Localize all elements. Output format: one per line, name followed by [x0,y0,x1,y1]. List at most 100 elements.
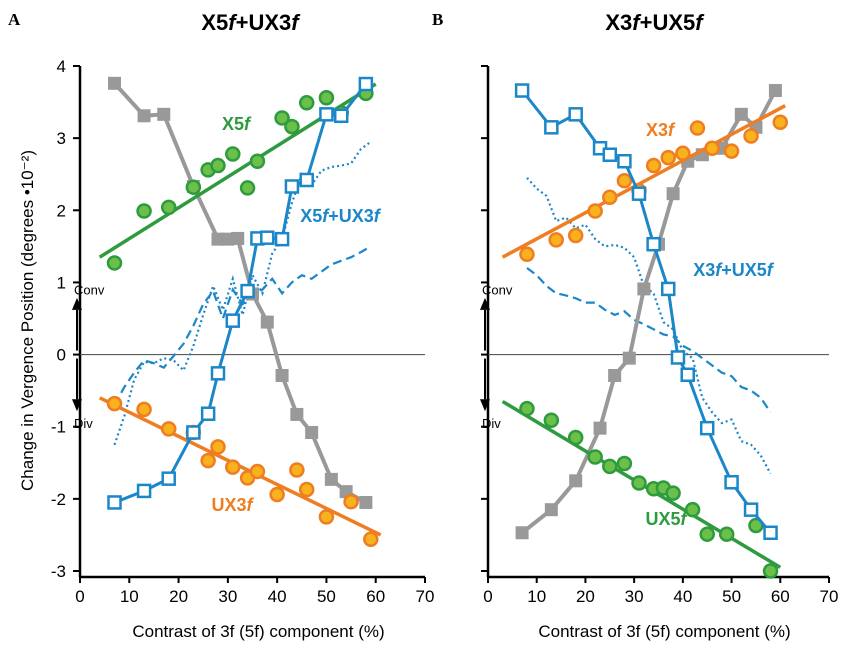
x-tick-label: 10 [120,587,139,606]
data-point [548,232,564,248]
data-point [269,486,285,503]
data-point [743,502,759,517]
data-point [343,493,359,510]
data-point [161,471,176,486]
data-point [543,412,560,428]
x-tick-label: 10 [527,587,546,606]
data-point [108,76,121,90]
x-tick-label: 30 [625,587,644,606]
data-point [660,149,676,166]
data-point [544,503,558,517]
data-point [319,107,334,122]
data-point [260,315,274,329]
x-tick-label: 20 [576,587,595,606]
data-point [157,107,171,121]
data-point [274,231,290,247]
data-point [225,313,241,328]
data-point [689,120,706,136]
data-point [631,475,647,491]
data-point [514,83,530,98]
data-point [289,462,305,478]
data-point [106,395,123,412]
data-point [186,425,201,440]
data-point [646,236,661,252]
data-point [240,283,255,299]
data-point [211,232,225,246]
series-dashed-trace [113,245,372,406]
series-line [113,83,368,504]
dotted-line [526,177,772,475]
data-point [699,526,715,542]
data-point [567,429,584,446]
y-tick-label: 3 [57,129,66,148]
data-point [106,255,123,271]
data-point [260,230,275,245]
data-point [724,475,739,490]
data-point [519,400,535,417]
data-point [333,108,349,124]
series-label: X3f+UX5f [693,260,775,280]
x-tick-label: 0 [483,587,492,606]
data-point [544,120,559,135]
panel-title: X3f+UX5f [605,10,705,35]
data-point [569,474,583,488]
data-point [680,367,695,383]
data-point [160,421,177,437]
data-point [305,425,319,439]
data-point [210,157,226,174]
x-tick-label: 0 [75,587,84,606]
series-label: X5f [222,114,252,134]
series-line [113,81,367,505]
x-tick-label: 20 [169,587,188,606]
y-tick-label: 2 [57,201,66,220]
data-point [622,351,636,365]
data-point [249,463,266,480]
data-point [284,118,300,135]
x-tick-label: 30 [218,587,237,606]
data-point [136,203,152,219]
div-arrowhead [480,399,490,412]
data-point [519,246,535,263]
div-label: Div [482,416,501,431]
series-ux3f [98,395,382,548]
data-point [704,140,720,156]
x-axis-label: Contrast of 3f (5f) component (%) [538,622,790,641]
y-tick-label: -3 [51,562,66,581]
conv-arrowhead [480,297,490,310]
x-tick-label: 60 [366,587,385,606]
data-point [284,179,300,194]
fit-line [501,104,786,259]
data-point [249,153,266,169]
data-point [221,232,235,246]
data-point [699,420,715,436]
x-axis-label: Contrast of 3f (5f) component (%) [132,622,384,641]
data-point [210,366,226,381]
panel-letter: B [432,10,443,29]
data-point [225,459,241,475]
data-point [587,449,603,465]
data-point [617,153,632,169]
data-point [593,421,607,435]
y-tick-label: -2 [51,490,66,509]
data-point [763,525,778,541]
data-point [631,186,647,201]
data-point [107,495,122,510]
panel-a: A X5f+UX3f 0 10 20 30 40 50 60 70 -3 -2 -1 0 1 2 3 4 Conv D… [8,10,434,641]
dashed-line [526,267,772,413]
data-point [616,455,633,472]
data-point [239,180,256,196]
conv-label: Conv [482,283,513,298]
data-point [665,485,681,501]
data-point [318,509,335,525]
x-tick-label: 70 [820,587,839,606]
series-label: UX5f [645,509,688,529]
data-point [666,187,680,201]
x-tick-label: 50 [317,587,336,606]
data-point [200,406,216,421]
data-point [684,501,701,518]
dotted-line [113,140,372,446]
data-point [160,199,177,216]
data-point [748,517,764,534]
series-x3f-plus-ux5f [514,83,778,541]
data-point [136,401,152,418]
